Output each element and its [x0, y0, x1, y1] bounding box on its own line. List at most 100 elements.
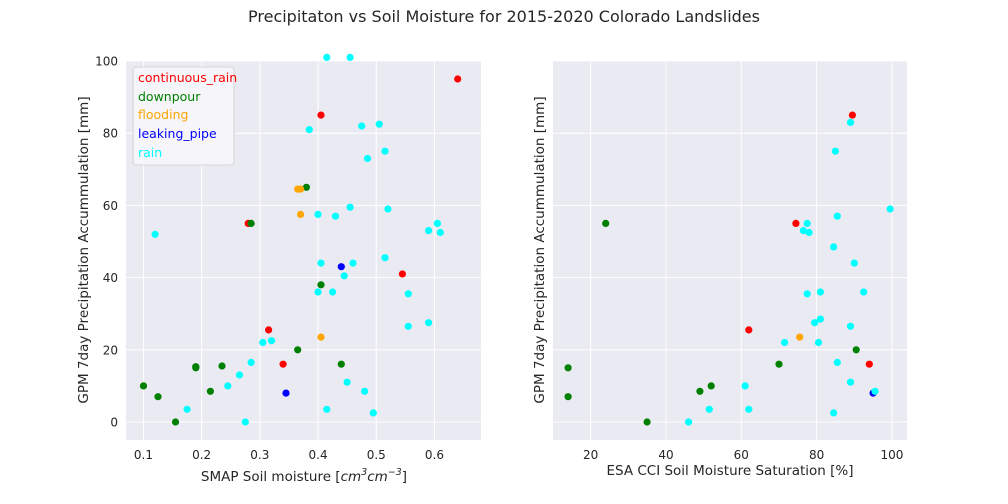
left-point-rain	[425, 227, 433, 235]
right-point-downpour	[707, 382, 715, 390]
right-point-flooding	[796, 333, 804, 341]
left-point-continuous-rain	[454, 75, 462, 83]
right-point-rain	[781, 338, 789, 347]
right-point-rain	[846, 378, 855, 386]
right-point-rain	[831, 147, 840, 155]
left-point-rain	[235, 371, 244, 379]
left-point-continuous-rain	[265, 326, 273, 334]
left-point-rain	[404, 290, 412, 298]
right-point-rain	[705, 405, 713, 413]
right-y-axis-label: GPM 7day Precipitation Accummulation [mm…	[532, 96, 548, 403]
right-x-tick-label: 60	[734, 448, 749, 462]
left-point-rain	[363, 154, 372, 163]
left-point-continuous-rain	[279, 360, 287, 368]
left-point-rain	[425, 319, 433, 327]
left-x-tick-label: 0.5	[367, 448, 386, 462]
left-point-rain	[151, 230, 159, 238]
right-point-rain	[830, 243, 838, 251]
left-point-rain	[381, 254, 389, 262]
left-x-tick-label: 0.6	[425, 448, 444, 462]
left-y-tick-label: 80	[103, 127, 118, 141]
right-point-rain	[805, 228, 813, 237]
left-y-axis-label: GPM 7day Precipitation Accummulation [mm…	[76, 96, 92, 403]
left-point-rain	[346, 203, 354, 211]
left-point-rain	[358, 122, 366, 130]
right-point-rain	[886, 205, 894, 213]
left-y-tick-label: 40	[103, 271, 118, 285]
left-x-tick-label: 0.2	[192, 448, 211, 462]
left-y-tick-label: 20	[103, 343, 118, 357]
left-point-flooding	[297, 210, 305, 218]
left-points	[139, 53, 462, 426]
left-point-flooding	[297, 185, 305, 193]
right-point-rain	[850, 259, 858, 267]
left-point-rain	[323, 405, 331, 413]
right-point-rain	[803, 219, 811, 227]
left-point-rain	[361, 387, 369, 395]
left-point-rain	[349, 259, 357, 267]
right-point-continuous-rain	[745, 326, 753, 334]
legend-entry-downpour: downpour	[138, 89, 201, 104]
left-x-tick-label: 0.1	[134, 448, 153, 462]
left-x-axis-label: SMAP Soil moisture [cm3cm−3]	[201, 467, 407, 485]
left-point-rain	[241, 418, 249, 426]
left-point-downpour	[218, 362, 226, 370]
right-x-axis-label: ESA CCI Soil Moisture Saturation [%]	[606, 463, 853, 479]
left-y-tick-label: 100	[95, 55, 118, 69]
legend: continuous_rain downpour flooding leakin…	[132, 66, 237, 166]
left-point-downpour	[206, 387, 214, 395]
legend-box	[132, 66, 235, 166]
left-point-downpour	[247, 219, 255, 227]
left-point-rain	[433, 219, 441, 227]
right-point-downpour	[564, 393, 572, 401]
right-point-rain	[833, 358, 841, 366]
left-point-rain	[384, 205, 392, 213]
right-point-rain	[814, 338, 823, 347]
legend-entry-continuous-rain: continuous_rain	[138, 70, 237, 85]
right-point-rain	[833, 212, 841, 220]
left-point-downpour	[139, 382, 148, 390]
left-point-rain	[369, 409, 377, 417]
left-point-leaking-pipe	[282, 389, 290, 397]
left-point-downpour	[317, 281, 325, 289]
right-point-continuous-rain	[848, 111, 857, 119]
left-point-rain	[375, 120, 383, 128]
legend-entry-flooding: flooding	[138, 107, 188, 122]
right-point-downpour	[852, 346, 860, 354]
left-point-rain	[331, 212, 340, 220]
right-scatter-plot: 20 40 60 80 100 ESA CCI Soil Moisture Satura…	[532, 60, 907, 479]
right-x-tick-label: 20	[583, 448, 598, 462]
right-point-rain	[685, 418, 693, 426]
right-point-rain	[871, 387, 879, 395]
figure-title: Precipitaton vs Soil Moisture for 2015-2…	[248, 7, 760, 26]
left-point-rain	[267, 337, 276, 345]
left-x-ticks: 0.1 0.2 0.3 0.4 0.5 0.6	[134, 448, 444, 462]
left-point-rain	[305, 126, 313, 134]
left-point-downpour	[302, 183, 310, 191]
right-points	[564, 111, 894, 426]
right-point-rain	[860, 288, 868, 296]
left-point-rain	[224, 382, 232, 390]
left-point-rain	[323, 53, 331, 62]
left-point-continuous-rain	[317, 111, 325, 119]
right-point-downpour	[602, 219, 610, 227]
right-point-continuous-rain	[792, 219, 800, 227]
left-y-tick-label: 0	[110, 415, 118, 429]
right-point-rain	[816, 315, 825, 323]
left-point-rain	[436, 228, 444, 237]
right-point-downpour	[564, 364, 572, 372]
right-point-rain	[830, 409, 838, 417]
right-point-rain	[811, 319, 819, 327]
left-y-ticks: 0 20 40 60 80 100	[95, 55, 118, 430]
right-point-downpour	[775, 360, 783, 368]
left-point-rain	[259, 338, 267, 347]
left-point-rain	[317, 259, 325, 267]
left-point-rain	[183, 405, 191, 413]
right-x-tick-label: 40	[658, 448, 673, 462]
left-point-downpour	[192, 363, 200, 371]
right-point-downpour	[696, 387, 704, 395]
left-point-rain	[329, 288, 337, 296]
left-point-downpour	[154, 393, 162, 401]
right-point-rain	[846, 118, 855, 126]
right-x-tick-label: 100	[880, 448, 903, 462]
